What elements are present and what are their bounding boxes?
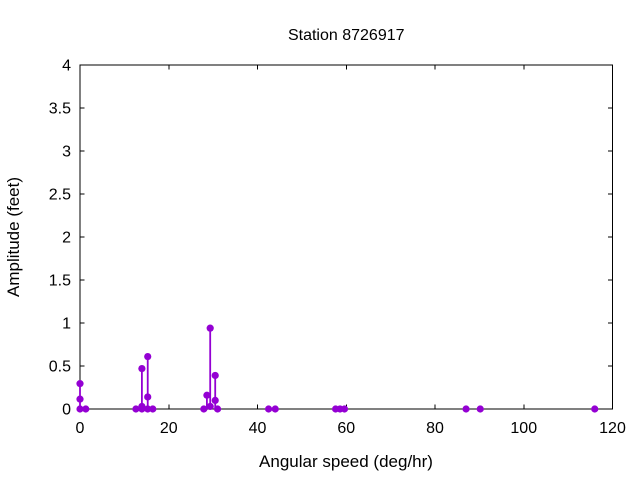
svg-text:40: 40 bbox=[249, 420, 267, 437]
svg-text:120: 120 bbox=[599, 420, 626, 437]
svg-text:20: 20 bbox=[160, 420, 178, 437]
svg-text:1: 1 bbox=[62, 316, 71, 333]
svg-text:1.5: 1.5 bbox=[49, 273, 71, 290]
svg-text:0: 0 bbox=[76, 420, 85, 437]
svg-text:100: 100 bbox=[510, 420, 537, 437]
svg-text:2.5: 2.5 bbox=[49, 187, 71, 204]
svg-text:3: 3 bbox=[62, 144, 71, 161]
svg-text:60: 60 bbox=[337, 420, 355, 437]
svg-text:2: 2 bbox=[62, 230, 71, 247]
svg-text:0: 0 bbox=[62, 402, 71, 419]
svg-text:3.5: 3.5 bbox=[49, 101, 71, 118]
svg-text:0.5: 0.5 bbox=[49, 359, 71, 376]
svg-text:4: 4 bbox=[62, 58, 71, 75]
svg-text:80: 80 bbox=[426, 420, 444, 437]
